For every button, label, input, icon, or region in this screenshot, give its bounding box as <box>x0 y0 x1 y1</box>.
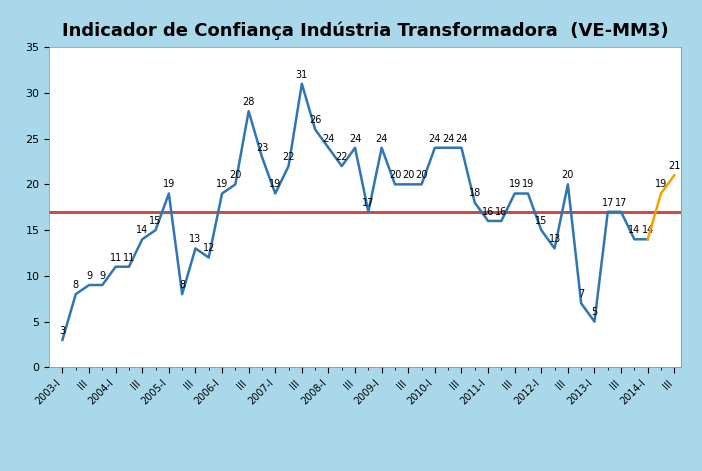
Text: 19: 19 <box>216 179 228 189</box>
Text: 24: 24 <box>456 134 468 144</box>
Text: 24: 24 <box>376 134 388 144</box>
Text: 7: 7 <box>578 289 584 299</box>
Text: 19: 19 <box>655 179 667 189</box>
Text: 14: 14 <box>628 225 640 235</box>
Text: 26: 26 <box>309 115 322 125</box>
Text: 5: 5 <box>591 308 597 317</box>
Text: 11: 11 <box>123 252 135 262</box>
Text: 13: 13 <box>548 234 561 244</box>
Text: 24: 24 <box>349 134 362 144</box>
Text: 16: 16 <box>482 207 494 217</box>
Text: 14: 14 <box>136 225 148 235</box>
Text: 15: 15 <box>535 216 548 226</box>
Text: 20: 20 <box>416 170 428 180</box>
Text: 20: 20 <box>402 170 414 180</box>
Text: 17: 17 <box>615 198 628 208</box>
Title: Indicador de Confiança Indústria Transformadora  (VE-MM3): Indicador de Confiança Indústria Transfo… <box>62 22 668 40</box>
Text: 3: 3 <box>60 326 65 336</box>
Text: 9: 9 <box>86 271 92 281</box>
Text: 24: 24 <box>429 134 441 144</box>
Text: 31: 31 <box>296 70 308 80</box>
Text: 15: 15 <box>150 216 161 226</box>
Text: 16: 16 <box>495 207 508 217</box>
Text: 19: 19 <box>508 179 521 189</box>
Text: 20: 20 <box>229 170 241 180</box>
Text: 22: 22 <box>336 152 348 162</box>
Text: 8: 8 <box>179 280 185 290</box>
Text: 13: 13 <box>190 234 201 244</box>
Text: 9: 9 <box>99 271 105 281</box>
Text: 28: 28 <box>242 97 255 107</box>
Text: 17: 17 <box>602 198 614 208</box>
Text: 18: 18 <box>469 188 481 198</box>
Text: 24: 24 <box>322 134 335 144</box>
Text: 23: 23 <box>256 143 268 153</box>
Text: 14: 14 <box>642 225 654 235</box>
Text: 20: 20 <box>562 170 574 180</box>
Text: 19: 19 <box>269 179 282 189</box>
Text: 21: 21 <box>668 161 680 171</box>
Text: 8: 8 <box>73 280 79 290</box>
Text: 17: 17 <box>362 198 375 208</box>
Text: 19: 19 <box>522 179 534 189</box>
Text: 20: 20 <box>389 170 401 180</box>
Text: 22: 22 <box>282 152 295 162</box>
Text: 11: 11 <box>110 252 121 262</box>
Text: 24: 24 <box>442 134 454 144</box>
Text: 19: 19 <box>163 179 175 189</box>
Text: 12: 12 <box>203 244 215 253</box>
